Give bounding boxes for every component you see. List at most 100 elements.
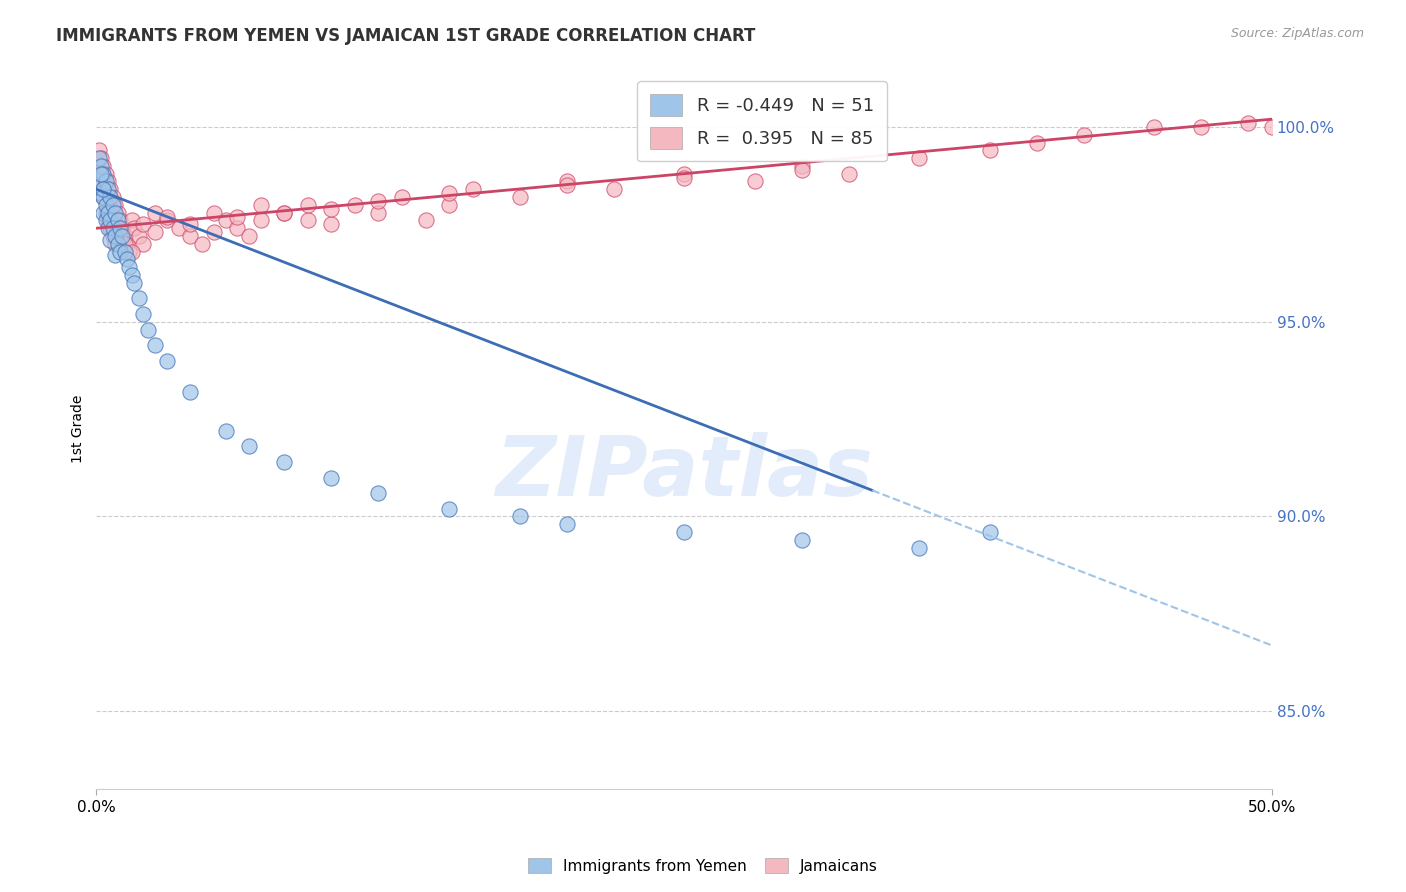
Point	[202, 205, 225, 219]
Point	[238, 229, 260, 244]
Point	[93, 205, 115, 219]
Point	[156, 210, 179, 224]
Point	[107, 213, 129, 227]
Point	[908, 541, 931, 555]
Point	[250, 198, 273, 212]
Point	[790, 533, 813, 547]
Point	[143, 338, 166, 352]
Point	[1143, 120, 1166, 134]
Point	[108, 244, 131, 259]
Point	[179, 229, 201, 244]
Point	[179, 384, 201, 399]
Point	[555, 178, 578, 193]
Point	[87, 151, 110, 165]
Text: ZIPatlas: ZIPatlas	[495, 432, 873, 513]
Point	[108, 221, 131, 235]
Point	[97, 198, 120, 212]
Point	[90, 167, 112, 181]
Point	[273, 455, 295, 469]
Point	[790, 159, 813, 173]
Point	[93, 190, 115, 204]
Point	[101, 221, 124, 235]
Point	[94, 205, 117, 219]
Point	[93, 167, 115, 181]
Point	[367, 205, 389, 219]
Point	[90, 186, 112, 201]
Point	[114, 229, 136, 244]
Point	[437, 198, 460, 212]
Point	[391, 190, 413, 204]
Point	[555, 517, 578, 532]
Point	[108, 229, 131, 244]
Point	[90, 178, 112, 193]
Point	[93, 159, 115, 173]
Point	[321, 470, 343, 484]
Point	[100, 190, 122, 204]
Point	[97, 174, 120, 188]
Point	[128, 229, 150, 244]
Point	[87, 167, 110, 181]
Point	[93, 182, 115, 196]
Point	[143, 225, 166, 239]
Point	[202, 225, 225, 239]
Point	[415, 213, 437, 227]
Point	[132, 307, 155, 321]
Point	[167, 221, 190, 235]
Point	[115, 236, 138, 251]
Point	[100, 205, 122, 219]
Point	[143, 205, 166, 219]
Point	[94, 198, 117, 212]
Text: IMMIGRANTS FROM YEMEN VS JAMAICAN 1ST GRADE CORRELATION CHART: IMMIGRANTS FROM YEMEN VS JAMAICAN 1ST GR…	[56, 27, 755, 45]
Point	[104, 205, 127, 219]
Point	[437, 186, 460, 201]
Point	[437, 501, 460, 516]
Point	[121, 268, 143, 282]
Point	[107, 236, 129, 251]
Point	[790, 162, 813, 177]
Point	[118, 260, 141, 275]
Point	[1237, 116, 1260, 130]
Point	[1261, 120, 1284, 134]
Point	[461, 182, 484, 196]
Point	[100, 182, 122, 196]
Point	[156, 353, 179, 368]
Y-axis label: 1st Grade: 1st Grade	[72, 394, 86, 463]
Point	[97, 205, 120, 219]
Point	[367, 486, 389, 500]
Point	[94, 167, 117, 181]
Point	[838, 167, 860, 181]
Point	[90, 159, 112, 173]
Point	[509, 509, 531, 524]
Point	[87, 174, 110, 188]
Point	[214, 213, 236, 227]
Point	[121, 213, 143, 227]
Point	[908, 151, 931, 165]
Point	[101, 213, 124, 227]
Point	[226, 210, 249, 224]
Point	[226, 221, 249, 235]
Point	[121, 244, 143, 259]
Point	[238, 439, 260, 453]
Point	[191, 236, 214, 251]
Point	[979, 144, 1001, 158]
Point	[297, 198, 319, 212]
Point	[104, 229, 127, 244]
Point	[118, 244, 141, 259]
Point	[107, 205, 129, 219]
Point	[744, 174, 766, 188]
Point	[128, 291, 150, 305]
Point	[214, 424, 236, 438]
Point	[1025, 136, 1047, 150]
Point	[321, 202, 343, 216]
Point	[115, 252, 138, 267]
Point	[94, 213, 117, 227]
Point	[114, 236, 136, 251]
Point	[555, 174, 578, 188]
Point	[273, 205, 295, 219]
Point	[122, 276, 145, 290]
Point	[104, 198, 127, 212]
Point	[94, 190, 117, 204]
Point	[90, 151, 112, 165]
Point	[132, 217, 155, 231]
Point	[101, 190, 124, 204]
